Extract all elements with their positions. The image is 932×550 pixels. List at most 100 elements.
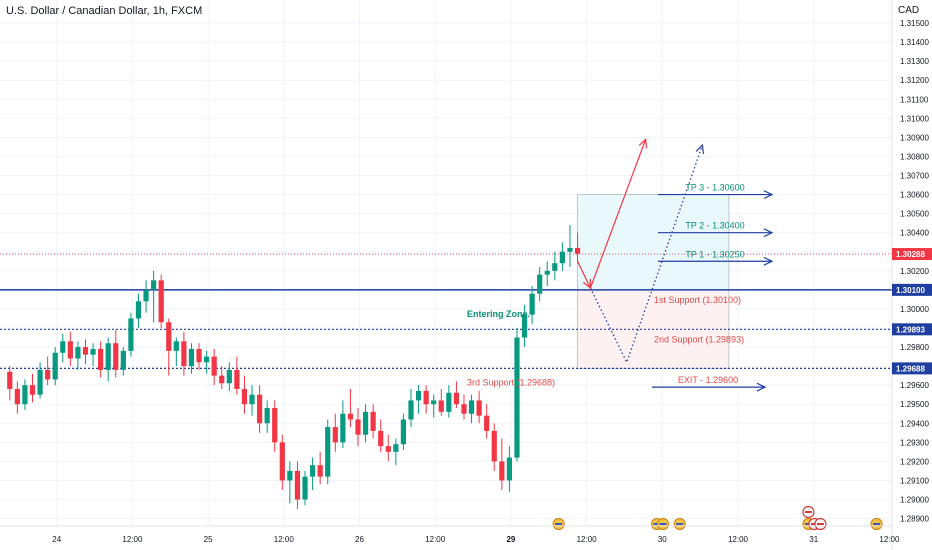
candle-body xyxy=(128,318,134,351)
price-tick-label: 1.31300 xyxy=(900,57,929,66)
arrowhead-icon xyxy=(582,278,592,290)
time-tick-label: 25 xyxy=(204,535,213,544)
tp1-label: TP 1 - 1.30250 xyxy=(685,249,744,259)
candle-body xyxy=(468,400,475,414)
candle-body xyxy=(544,270,550,275)
candle-body xyxy=(158,280,164,323)
candle-body xyxy=(415,390,422,401)
candle-body xyxy=(188,348,195,367)
candle-body xyxy=(506,457,513,481)
projection-path-dotted xyxy=(589,144,704,364)
candle-body xyxy=(552,263,558,271)
symbol-title: U.S. Dollar / Canadian Dollar, 1h, FXCM xyxy=(6,5,203,17)
candle-body xyxy=(29,385,36,395)
candle-body xyxy=(325,427,331,477)
candle-body xyxy=(393,444,399,452)
candle-body xyxy=(431,400,437,405)
exit-label: EXIT - 1.29600 xyxy=(678,375,738,385)
candle-body xyxy=(347,413,354,420)
time-tick-label: 12:00 xyxy=(274,535,295,544)
time-tick-label: 12:00 xyxy=(577,535,598,544)
arrowhead-icon xyxy=(763,190,774,200)
tp2-label: TP 2 - 1.30400 xyxy=(685,221,744,231)
target-zone xyxy=(577,194,730,291)
candle-body xyxy=(567,247,573,252)
candle-body xyxy=(82,347,89,355)
candle-body xyxy=(499,461,505,481)
candle-body xyxy=(151,280,157,290)
candle-body xyxy=(113,343,119,370)
price-tick-label: 1.31100 xyxy=(900,95,929,104)
candle-body xyxy=(514,337,520,458)
arrowhead-icon xyxy=(638,138,648,149)
candle-body xyxy=(438,400,444,412)
candle-body xyxy=(60,341,66,353)
price-tick-label: 1.30500 xyxy=(900,210,929,219)
candle-body xyxy=(75,347,81,359)
price-tick-label: 1.29600 xyxy=(900,381,929,390)
candle-body xyxy=(166,322,172,351)
candle-body xyxy=(67,341,73,359)
candle-body xyxy=(423,390,429,405)
price-tick-label: 1.29000 xyxy=(900,496,929,505)
price-tick-label: 1.31500 xyxy=(900,19,929,28)
candle-body xyxy=(453,392,460,405)
currency-label: CAD xyxy=(898,5,920,16)
price-axis[interactable] xyxy=(892,0,932,550)
candle-body xyxy=(272,408,278,443)
time-tick-label: 12:00 xyxy=(728,535,749,544)
price-tick-label: 1.30000 xyxy=(900,305,929,314)
candle-body xyxy=(302,476,308,500)
level-1-tag xyxy=(892,283,932,296)
candle-body xyxy=(521,314,528,338)
price-tick-label: 1.30800 xyxy=(900,152,929,161)
candle-body xyxy=(14,388,20,405)
entering-zone-label: Entering Zone. xyxy=(467,309,530,319)
candle-body xyxy=(181,341,187,367)
arrowhead-icon xyxy=(695,143,705,155)
last-price-tag xyxy=(892,248,932,261)
candle-body xyxy=(120,350,126,370)
support2-label: 2nd Support (1.29893) xyxy=(654,334,744,344)
candle-body xyxy=(249,394,255,405)
price-tick-label: 1.29500 xyxy=(900,400,929,409)
time-tick-label: 31 xyxy=(809,535,818,544)
candle-body xyxy=(37,369,43,395)
candle-body xyxy=(355,419,361,435)
tp3-label: TP 3 - 1.30600 xyxy=(685,183,744,193)
candle-body xyxy=(105,343,111,370)
support3-label: 3rd Support (1.29688) xyxy=(467,377,555,387)
candle-body xyxy=(332,427,338,443)
price-tick-label: 1.29800 xyxy=(900,343,929,352)
candle-body xyxy=(476,400,482,416)
candle-body xyxy=(537,274,543,294)
candle-body xyxy=(294,470,301,500)
candle-body xyxy=(45,369,51,380)
time-tick-label: 12:00 xyxy=(122,535,143,544)
candle-body xyxy=(309,465,316,477)
level-2-tag xyxy=(892,323,932,336)
candle-body xyxy=(135,301,142,319)
candle-body xyxy=(446,392,452,412)
candle-body xyxy=(7,371,13,389)
price-tick-label: 1.31000 xyxy=(900,114,929,123)
price-tick-label: 1.28900 xyxy=(900,515,929,524)
support1-label: 1st Support (1.30100) xyxy=(654,295,741,305)
candle-body xyxy=(484,415,490,431)
time-tick-label: 12:00 xyxy=(425,535,446,544)
candle-body xyxy=(385,446,391,452)
price-tick-label: 1.29300 xyxy=(900,438,929,447)
flag-stripe xyxy=(676,523,684,525)
candle-body xyxy=(370,411,376,431)
candle-body xyxy=(559,251,565,264)
candle-body xyxy=(22,385,28,405)
price-tick-label: 1.31400 xyxy=(900,38,929,47)
price-tick-label: 1.29400 xyxy=(900,419,929,428)
level-3-tag-label: 1.29688 xyxy=(896,364,925,373)
flag-stripe xyxy=(555,523,563,525)
candle-body xyxy=(400,419,407,445)
candle-body xyxy=(279,442,285,481)
candle-body xyxy=(234,369,240,389)
